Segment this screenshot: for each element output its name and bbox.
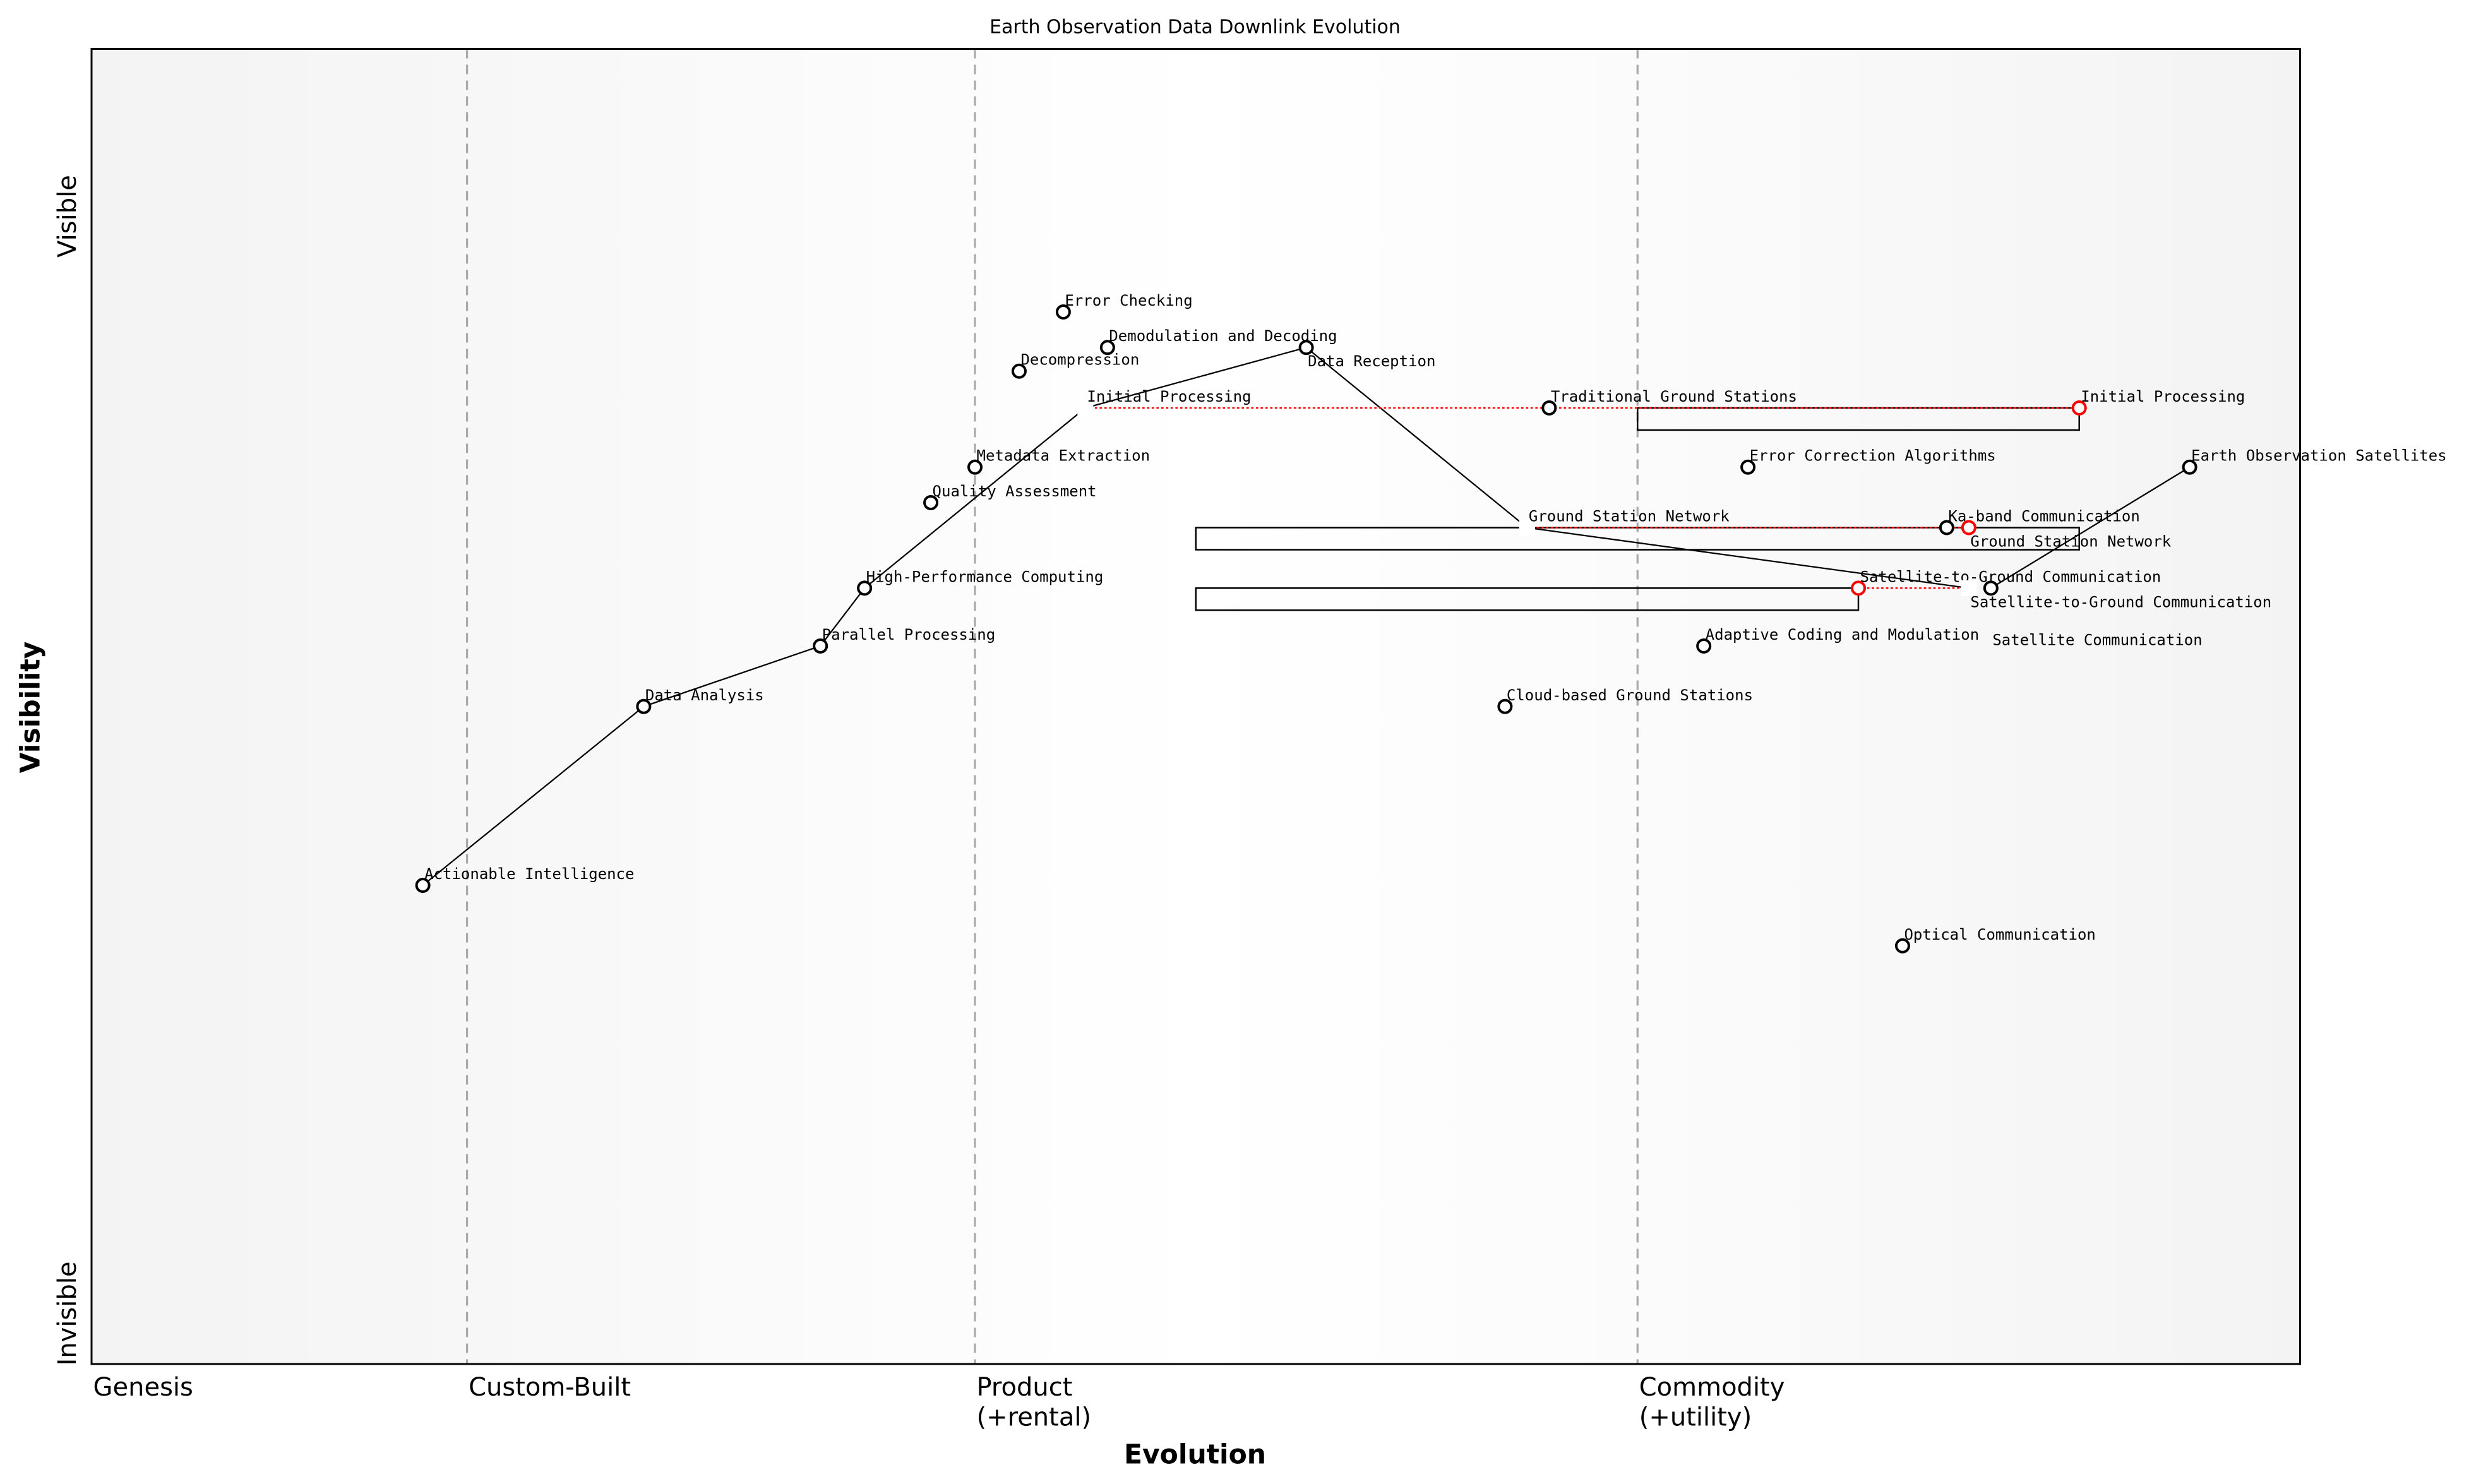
component-marker bbox=[415, 877, 431, 893]
component-label: Initial Processing bbox=[2081, 388, 2245, 405]
component-marker bbox=[1541, 400, 1557, 416]
component-label: Initial Processing bbox=[1087, 388, 1251, 405]
pipeline-box bbox=[1195, 587, 1860, 611]
component-marker bbox=[857, 580, 873, 596]
component-label: Ground Station Network bbox=[1529, 508, 1730, 525]
y-axis-label: Visibility bbox=[16, 642, 47, 774]
component-label: Cloud-based Ground Stations bbox=[1507, 686, 1753, 704]
y-tick-invisible: Invisible bbox=[53, 1262, 82, 1366]
component-marker bbox=[636, 698, 652, 714]
component-marker bbox=[813, 638, 828, 654]
component-label: Metadata Extraction bbox=[977, 447, 1151, 465]
component-label: Ka-band Communication bbox=[1948, 508, 2139, 525]
component-marker bbox=[967, 459, 983, 475]
chart-title: Earth Observation Data Downlink Evolutio… bbox=[989, 16, 1401, 39]
stage-label: Genesis bbox=[93, 1373, 193, 1402]
component-marker bbox=[923, 494, 939, 510]
component-marker bbox=[1983, 580, 1999, 596]
component-marker bbox=[1011, 363, 1027, 379]
component-label: Earth Observation Satellites bbox=[2191, 447, 2447, 465]
component-marker bbox=[1055, 304, 1071, 320]
dependency-link bbox=[1305, 347, 1528, 529]
component-marker bbox=[1099, 340, 1115, 356]
component-label: Adaptive Coding and Modulation bbox=[1706, 626, 1979, 643]
component-marker bbox=[1961, 520, 1976, 536]
component-marker bbox=[1740, 459, 1756, 475]
component-label: Traditional Ground Stations bbox=[1551, 388, 1797, 405]
dependency-link bbox=[1990, 466, 2191, 589]
hidden-marker bbox=[1961, 580, 1977, 596]
dependency-link bbox=[1085, 347, 1306, 409]
dependency-link bbox=[864, 407, 1086, 589]
dependency-link bbox=[820, 587, 866, 647]
component-marker bbox=[1894, 938, 1910, 954]
component-label: Data Analysis bbox=[645, 686, 764, 704]
component-marker bbox=[1939, 520, 1954, 536]
dependency-link bbox=[422, 705, 645, 886]
component-marker bbox=[1850, 580, 1866, 596]
hidden-marker bbox=[1077, 400, 1094, 416]
component-marker bbox=[1696, 638, 1712, 654]
component-label: Demodulation and Decoding bbox=[1109, 327, 1337, 345]
component-label: Satellite Communication bbox=[1992, 631, 2202, 649]
plot-background bbox=[92, 49, 2300, 1364]
dependency-link bbox=[643, 645, 821, 707]
component-label: Data Reception bbox=[1308, 352, 1435, 370]
component-label: Error Checking bbox=[1065, 292, 1192, 309]
component-label: Actionable Intelligence bbox=[424, 865, 634, 883]
component-marker bbox=[2182, 459, 2197, 475]
plot-frame bbox=[90, 48, 2301, 1365]
stage-label: Commodity (+utility) bbox=[1639, 1373, 1785, 1432]
component-marker bbox=[2071, 400, 2087, 416]
component-label: Optical Communication bbox=[1904, 926, 2095, 943]
component-label: Parallel Processing bbox=[822, 626, 996, 643]
component-label: Satellite-to-Ground Communication bbox=[1860, 568, 2161, 585]
x-axis-label: Evolution bbox=[1124, 1440, 1266, 1471]
stage-label: Custom-Built bbox=[469, 1373, 631, 1402]
component-label: High-Performance Computing bbox=[866, 568, 1104, 585]
y-tick-visible: Visible bbox=[53, 175, 82, 258]
component-marker bbox=[1298, 340, 1314, 356]
component-label: Error Correction Algorithms bbox=[1750, 447, 1996, 465]
component-label: Quality Assessment bbox=[933, 482, 1097, 500]
component-label: Ground Station Network bbox=[1970, 533, 2171, 551]
component-label: Decompression bbox=[1020, 351, 1139, 369]
dependency-link bbox=[1527, 527, 1970, 589]
hidden-marker bbox=[1519, 520, 1535, 536]
component-marker bbox=[1497, 698, 1513, 714]
component-label: Satellite-to-Ground Communication bbox=[1970, 593, 2271, 611]
stage-label: Product (+rental) bbox=[977, 1373, 1092, 1432]
